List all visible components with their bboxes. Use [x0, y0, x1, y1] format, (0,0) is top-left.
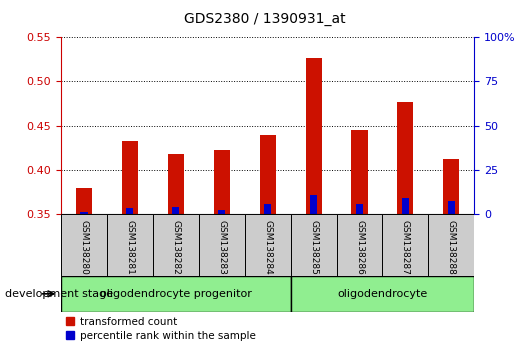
Bar — [61, 276, 290, 312]
Bar — [214, 149, 230, 214]
Bar — [356, 204, 363, 214]
Bar — [290, 276, 474, 312]
Bar — [448, 201, 455, 214]
Bar — [61, 214, 107, 276]
Bar — [199, 214, 245, 276]
Bar — [76, 188, 92, 214]
Bar — [337, 214, 383, 276]
Bar — [402, 198, 409, 214]
Bar — [264, 204, 271, 214]
Text: GSM138287: GSM138287 — [401, 220, 410, 275]
Bar — [172, 207, 179, 214]
Text: GSM138283: GSM138283 — [217, 220, 226, 275]
Text: GSM138288: GSM138288 — [447, 220, 456, 275]
Text: GSM138284: GSM138284 — [263, 220, 272, 275]
Bar — [260, 135, 276, 214]
Text: GSM138280: GSM138280 — [80, 220, 89, 275]
Bar — [153, 214, 199, 276]
Bar — [107, 214, 153, 276]
Legend: transformed count, percentile rank within the sample: transformed count, percentile rank withi… — [66, 317, 255, 341]
Bar — [245, 214, 290, 276]
Bar — [310, 195, 317, 214]
Bar — [305, 58, 322, 214]
Text: GSM138286: GSM138286 — [355, 220, 364, 275]
Bar — [218, 210, 225, 214]
Text: GSM138281: GSM138281 — [126, 220, 134, 275]
Bar — [351, 130, 368, 214]
Bar — [167, 154, 184, 214]
Text: GSM138285: GSM138285 — [309, 220, 318, 275]
Bar — [81, 211, 87, 214]
Bar — [383, 214, 428, 276]
Bar — [428, 214, 474, 276]
Text: GDS2380 / 1390931_at: GDS2380 / 1390931_at — [184, 12, 346, 27]
Bar — [398, 102, 413, 214]
Bar — [290, 214, 337, 276]
Bar — [444, 159, 460, 214]
Bar — [126, 208, 134, 214]
Text: oligodendrocyte: oligodendrocyte — [338, 289, 428, 299]
Bar — [122, 141, 138, 214]
Text: development stage: development stage — [5, 289, 113, 299]
Text: GSM138282: GSM138282 — [171, 220, 180, 275]
Text: oligodendrocyte progenitor: oligodendrocyte progenitor — [100, 289, 252, 299]
